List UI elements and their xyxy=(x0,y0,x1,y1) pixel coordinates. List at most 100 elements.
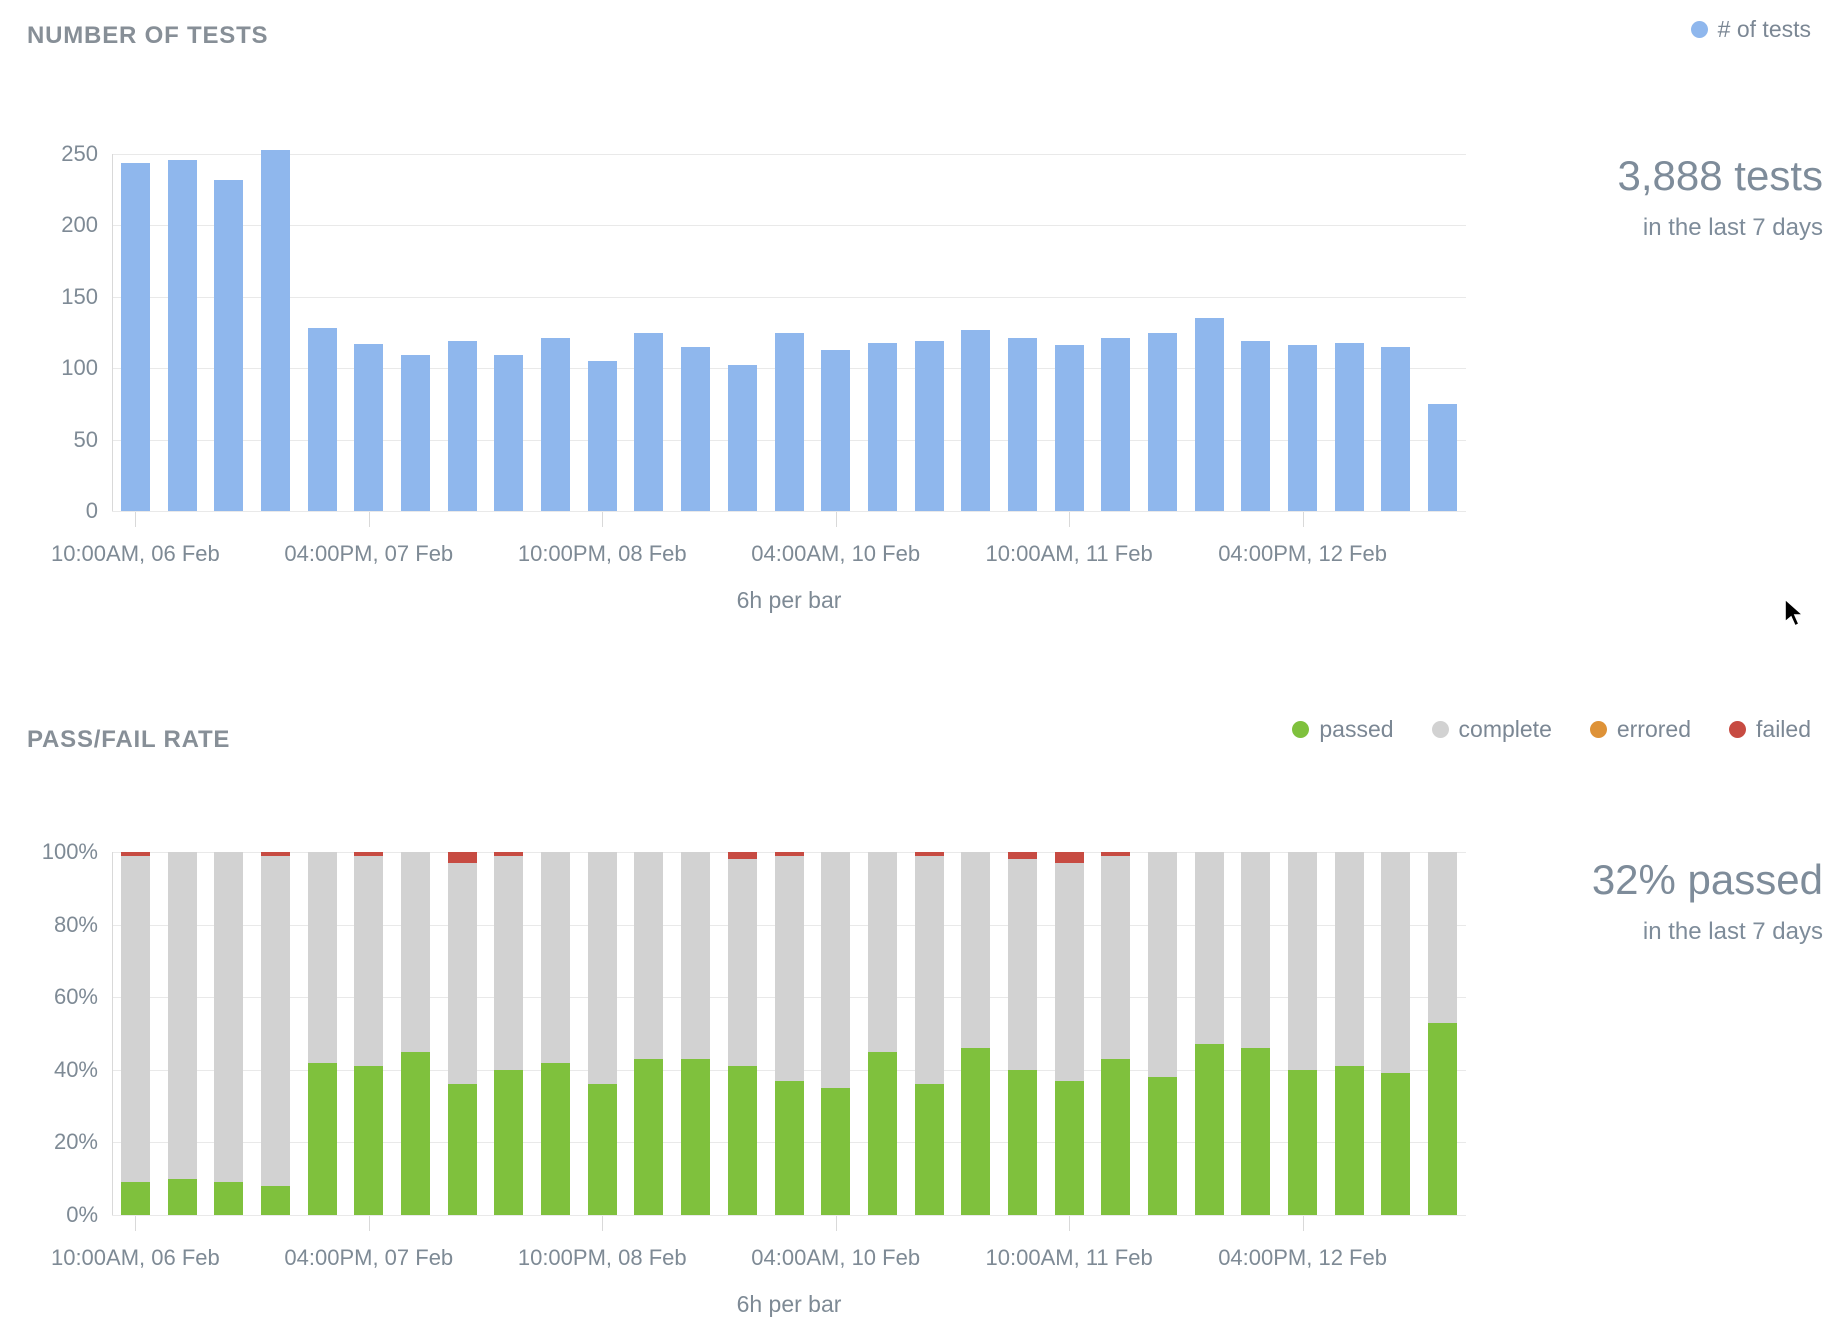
x-axis-tick xyxy=(1302,1216,1304,1231)
bar xyxy=(354,852,384,1215)
bar xyxy=(681,852,711,1215)
pass-fail-rate-plot: 100% 80% 60% 40% 20% 0% 10:00AM, 06 Feb 04:00PM… xyxy=(42,839,1466,1317)
bar xyxy=(400,355,430,511)
bar-segment-passed xyxy=(307,1062,337,1215)
bar xyxy=(1241,852,1271,1215)
y-axis-tick-label: 100% xyxy=(41,839,98,864)
bar xyxy=(307,328,337,511)
bar xyxy=(867,342,897,511)
bar xyxy=(1054,345,1084,511)
x-axis-tick-label: 10:00AM, 06 Feb xyxy=(50,1245,220,1270)
gridline xyxy=(112,154,1466,155)
bar xyxy=(587,361,617,511)
bar xyxy=(1334,342,1364,511)
bar-segment-complete xyxy=(1148,852,1178,1078)
bar-segment-complete xyxy=(541,852,571,1063)
bar xyxy=(1007,852,1037,1215)
gridline xyxy=(112,225,1466,227)
bar xyxy=(167,852,197,1215)
bar-segment-failed xyxy=(354,852,384,856)
x-axis-tick-label: 10:00PM, 08 Feb xyxy=(517,1245,687,1270)
bar xyxy=(1054,852,1084,1215)
bar xyxy=(214,852,244,1215)
number-of-tests-plot: 250 200 150 100 50 0 10:00AM, 06 Feb 04:00PM, 0… xyxy=(51,141,1466,613)
bar-segment-complete xyxy=(634,852,664,1059)
bar xyxy=(1194,318,1224,511)
bar xyxy=(494,355,524,511)
legend-item-failed[interactable]: failed xyxy=(1729,716,1811,743)
bar xyxy=(1428,852,1458,1215)
bar-segment-complete xyxy=(214,852,244,1183)
bar xyxy=(494,852,524,1215)
y-axis-tick-label: 50 xyxy=(73,426,98,452)
bar-segment-failed xyxy=(914,852,944,856)
legend-label-passed: passed xyxy=(1319,716,1394,742)
bar xyxy=(1194,852,1224,1215)
bar xyxy=(400,852,430,1215)
mouse-cursor-icon xyxy=(1784,598,1806,628)
bar-segment-passed xyxy=(774,1080,804,1215)
x-axis-tick-label: 04:00PM, 12 Feb xyxy=(1218,541,1387,566)
bar-segment-complete xyxy=(727,859,757,1067)
x-axis-tick xyxy=(1069,512,1071,527)
bar-segment-failed xyxy=(774,852,804,856)
x-axis-tick xyxy=(135,1216,137,1231)
pass-fail-rate-title: PASS/FAIL RATE xyxy=(27,726,231,753)
x-axis-tick-label: 04:00AM, 10 Feb xyxy=(751,541,921,566)
bar xyxy=(1334,852,1364,1215)
failed-legend-dot-icon xyxy=(1729,721,1747,738)
legend-item-errored[interactable]: errored xyxy=(1589,716,1691,743)
bar-segment-passed xyxy=(867,1051,897,1215)
x-axis-tick xyxy=(135,512,137,527)
legend-item-num-tests[interactable]: # of tests xyxy=(1690,16,1811,43)
bar xyxy=(260,852,290,1215)
legend-label-num-tests: # of tests xyxy=(1717,16,1811,42)
bar-segment-complete xyxy=(1428,852,1458,1023)
bar-segment-complete xyxy=(914,855,944,1085)
number-of-tests-legend: # of tests xyxy=(1690,16,1811,43)
bar-segment-passed xyxy=(1241,1048,1271,1215)
bar-segment-failed xyxy=(494,852,524,856)
bar-segment-complete xyxy=(774,855,804,1081)
y-axis-tick-label: 40% xyxy=(53,1056,98,1082)
bar xyxy=(1101,338,1131,511)
bar xyxy=(447,852,477,1215)
bar-segment-complete xyxy=(354,855,384,1067)
bar-segment-complete xyxy=(681,852,711,1059)
bar-segment-passed xyxy=(400,1051,430,1215)
bar-segment-passed xyxy=(1194,1044,1224,1215)
gridline xyxy=(112,511,1466,512)
bar xyxy=(914,341,944,511)
bar xyxy=(774,852,804,1215)
bar-segment-complete xyxy=(167,852,197,1179)
x-axis-tick xyxy=(1069,1216,1071,1231)
bar-segment-complete xyxy=(400,852,430,1052)
bar xyxy=(727,852,757,1215)
bar-segment-passed xyxy=(821,1087,851,1215)
y-axis-tick-label: 0 xyxy=(85,498,98,523)
bar-segment-complete xyxy=(1054,862,1084,1081)
bar-segment-complete xyxy=(494,855,524,1070)
y-axis-tick-label: 200 xyxy=(61,212,98,238)
bar xyxy=(167,159,197,511)
bar xyxy=(681,346,711,511)
bar-segment-passed xyxy=(1054,1080,1084,1215)
bar-segment-complete xyxy=(821,852,851,1088)
bar xyxy=(867,852,897,1215)
bar-segment-passed xyxy=(1428,1022,1458,1215)
bar xyxy=(1007,338,1037,511)
legend-item-passed[interactable]: passed xyxy=(1292,716,1394,743)
tests-summary: 3,888 tests in the last 7 days xyxy=(1618,152,1823,242)
bar-segment-passed xyxy=(167,1178,197,1215)
complete-legend-dot-icon xyxy=(1431,721,1449,738)
x-axis-tick xyxy=(368,512,370,527)
legend-item-complete[interactable]: complete xyxy=(1431,716,1552,743)
bar xyxy=(120,162,150,511)
x-axis-tick-label: 10:00PM, 08 Feb xyxy=(517,541,687,566)
bar-segment-complete xyxy=(961,852,991,1049)
bar-segment-passed xyxy=(914,1084,944,1215)
bar-segment-passed xyxy=(1007,1069,1037,1215)
gridline xyxy=(112,296,1466,298)
bar-segment-passed xyxy=(634,1058,664,1215)
